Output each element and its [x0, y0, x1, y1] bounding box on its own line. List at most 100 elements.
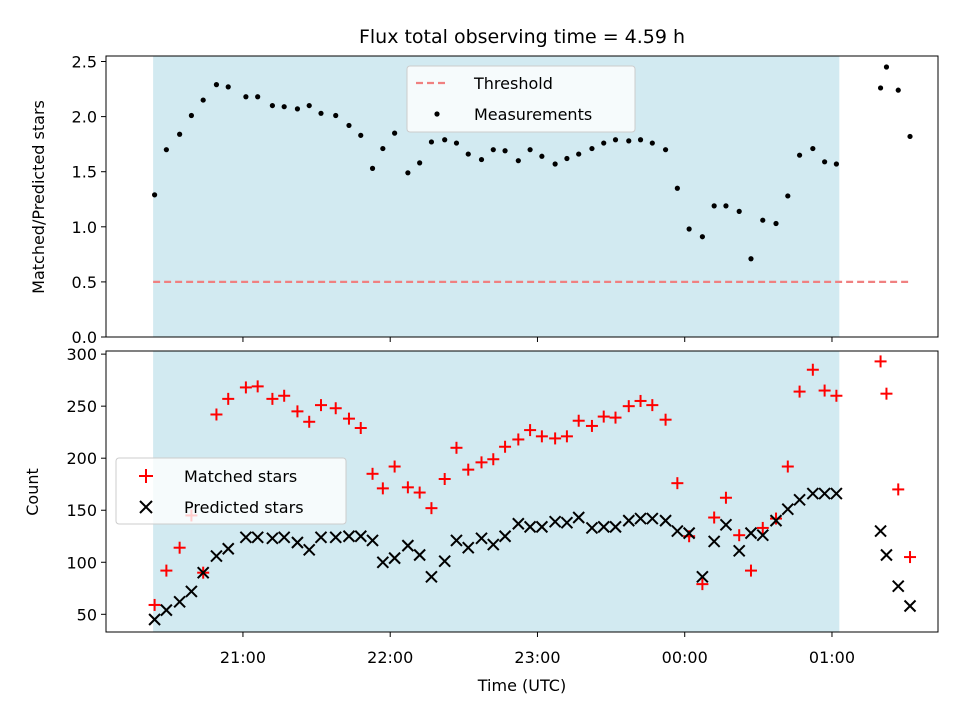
- matched-star-marker: [874, 355, 887, 368]
- matched-star-marker: [622, 400, 635, 413]
- predicted-marker-b: [830, 487, 843, 500]
- predicted-marker-b: [707, 535, 721, 548]
- measurement-point: [417, 160, 423, 166]
- matched-star-marker: [148, 598, 161, 611]
- predicted-star-marker: [376, 556, 390, 569]
- measurement-point: [269, 102, 275, 109]
- top-legend-box: [406, 65, 636, 133]
- bottom-y-tick-label: 100: [66, 553, 97, 572]
- predicted-marker-b: [277, 531, 291, 544]
- bottom-y-tick-label: 250: [66, 397, 97, 416]
- predicted-star-marker: [239, 531, 253, 544]
- predicted-star-marker: [744, 526, 758, 540]
- predicted-marker-b: [388, 551, 401, 565]
- matched-star-marker: [708, 511, 721, 524]
- bottom-y-tick-label: 200: [66, 449, 97, 468]
- predicted-marker-b: [806, 487, 820, 500]
- predicted-star-marker: [523, 520, 537, 534]
- predicted-star-marker: [160, 603, 173, 617]
- top-y-axis-label: Matched/Predicted stars: [29, 100, 48, 294]
- measurement-point: [810, 145, 816, 152]
- predicted-marker-b: [671, 524, 684, 538]
- predicted-marker-b: [696, 570, 709, 584]
- predicted-star-marker: [682, 526, 696, 540]
- predicted-star-marker: [903, 599, 917, 613]
- matched-star-marker: [830, 389, 843, 402]
- predicted-star-marker: [210, 549, 223, 563]
- bottom-y-axis: 50 100 150 200 250 300: [66, 345, 106, 624]
- predicted-marker-b: [450, 534, 463, 547]
- matched-star-marker: [560, 430, 573, 443]
- predicted-marker-b: [756, 529, 769, 542]
- matched-legend-swatch: [139, 469, 153, 483]
- predicted-marker-b: [475, 532, 488, 545]
- measurement-point: [442, 137, 448, 143]
- measurement-points: [151, 64, 913, 262]
- matched-star-marker: [524, 424, 537, 437]
- matched-star-marker: [659, 413, 672, 426]
- predicted-marker-b: [609, 520, 622, 534]
- matched-star-marker: [475, 456, 488, 469]
- measurement-point: [428, 139, 435, 145]
- matched-star-marker: [892, 483, 905, 496]
- predicted-marker-b: [413, 548, 426, 562]
- predicted-marker-b: [646, 512, 659, 525]
- predicted-star-marker: [874, 524, 887, 538]
- matched-star-marker: [818, 384, 831, 397]
- predicted-star-marker: [892, 580, 905, 593]
- measurement-point: [346, 122, 352, 129]
- measurement-point: [626, 138, 632, 144]
- measurement-point: [637, 137, 644, 143]
- matched-star-marker: [314, 399, 327, 412]
- predicted-star-marker: [173, 595, 186, 609]
- predicted-marker-b: [560, 516, 574, 529]
- predicted-marker-b: [462, 541, 475, 554]
- predicted-legend-label: Predicted stars: [184, 498, 304, 517]
- bottom-y-tick-label: 300: [66, 345, 97, 364]
- matched-star-marker: [793, 385, 806, 398]
- predicted-star-marker: [329, 531, 342, 544]
- predicted-star-marker: [535, 520, 549, 534]
- predicted-marker-b: [266, 532, 279, 545]
- predicted-marker-b: [251, 531, 264, 544]
- predicted-marker-b: [597, 520, 610, 534]
- predicted-star-marker: [487, 538, 500, 551]
- predicted-star-marker: [196, 566, 210, 579]
- matched-star-marker: [291, 405, 304, 418]
- measurement-point: [255, 94, 261, 100]
- predicted-legend-swatch: [139, 500, 153, 514]
- predicted-star-marker: [462, 541, 475, 554]
- matched-star-marker: [354, 422, 367, 435]
- predicted-marker-b: [548, 515, 562, 528]
- matched-star-marker: [438, 473, 451, 486]
- threshold-legend-label: Threshold: [473, 74, 553, 93]
- measurement-point: [833, 161, 839, 167]
- predicted-star-marker: [450, 534, 463, 547]
- measurement-point: [589, 145, 595, 152]
- predicted-star-marker: [756, 529, 769, 542]
- matched-star-marker: [499, 440, 512, 453]
- measurement-point: [243, 94, 249, 100]
- matched-star-marker: [462, 463, 475, 476]
- predicted-marker-b: [196, 566, 210, 579]
- predicted-marker-b: [498, 530, 512, 543]
- matched-star-marker: [880, 387, 893, 400]
- predicted-marker-b: [148, 613, 161, 626]
- matched-star-marker: [535, 430, 548, 443]
- bottom-x-tick-label: 00:00: [662, 648, 708, 667]
- matched-legend-label: Matched stars: [184, 467, 297, 486]
- predicted-star-marker: [438, 555, 451, 568]
- matched-star-marker: [904, 551, 917, 564]
- matched-star-marker: [487, 453, 500, 466]
- matched-stars-markers: [148, 355, 917, 611]
- predicted-star-marker: [342, 530, 356, 543]
- matched-star-marker: [634, 394, 647, 407]
- matched-star-marker: [222, 392, 235, 405]
- predicted-star-marker: [646, 512, 659, 525]
- measurement-point: [662, 147, 669, 153]
- measurement-point: [748, 256, 754, 262]
- measurement-point: [723, 203, 729, 209]
- predicted-star-marker: [251, 531, 264, 544]
- top-y-tick-label: 1.0: [72, 218, 97, 237]
